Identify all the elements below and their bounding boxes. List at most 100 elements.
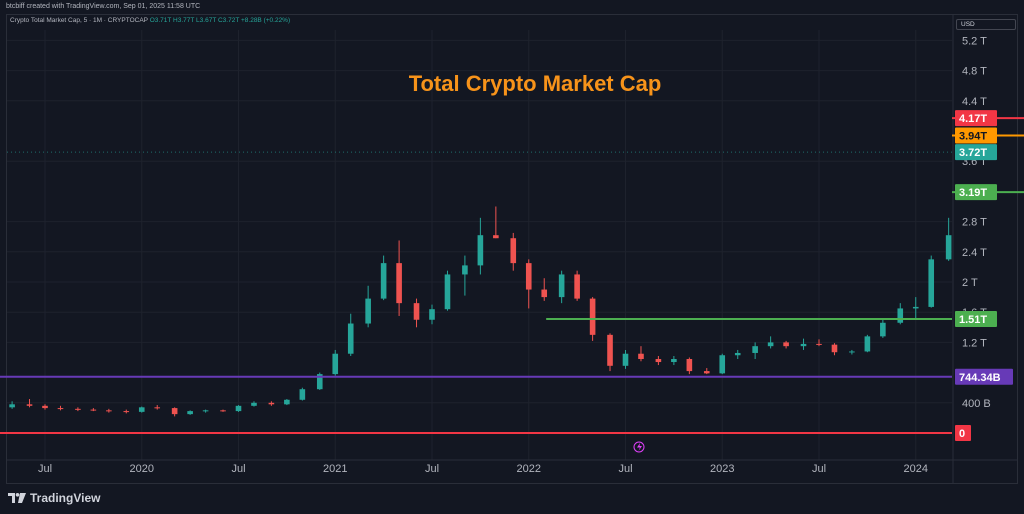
candle-body: [928, 259, 935, 307]
ohlc-values: O3.71T H3.77T L3.67T C3.72T +8.28B (+0.2…: [149, 17, 291, 24]
price-level-tag: [955, 110, 997, 127]
candle-body: [719, 355, 726, 374]
price-axis-tick-label: 1.2 T: [962, 337, 987, 349]
candle-body: [365, 298, 371, 324]
candle-body: [220, 410, 226, 412]
candle-body: [994, 243, 1000, 254]
candle-body: [525, 263, 532, 290]
time-axis-tick-label: Jul: [425, 463, 439, 475]
price-level-label: 3.19T: [959, 187, 987, 199]
price-axis-tick-label: 2.8 T: [962, 217, 987, 229]
price-axis-tick-label: 400 B: [962, 398, 991, 410]
candle-body: [541, 289, 548, 298]
time-axis-tick-label: 2022: [517, 463, 541, 475]
candle-body: [607, 334, 613, 366]
candle-body: [638, 353, 644, 360]
candle-body: [299, 389, 306, 400]
candle-body: [558, 274, 565, 298]
candle-body: [493, 235, 499, 239]
top-credit-bar: btcbiff created with TradingView.com, Se…: [0, 0, 1024, 14]
candle-body: [380, 263, 387, 299]
price-level-label: 3.72T: [959, 147, 987, 159]
candle-body: [202, 410, 209, 412]
credit-text: btcbiff created with TradingView.com, Se…: [6, 3, 201, 10]
candle-body: [154, 407, 161, 409]
candle-body: [90, 409, 97, 411]
candle-body: [106, 410, 112, 412]
candle-body: [622, 353, 629, 366]
tradingview-logo[interactable]: TradingView: [8, 490, 100, 506]
price-level-tag: [955, 144, 997, 161]
candle-body: [413, 303, 420, 320]
time-axis-tick-label: Jul: [38, 463, 52, 475]
price-axis-tick-label: 2.4 T: [962, 247, 987, 259]
candle-body: [347, 323, 354, 354]
candle-body: [57, 408, 64, 410]
price-axis-tick-label: 4.4 T: [962, 96, 987, 108]
candle-body: [26, 404, 33, 406]
candle-body: [9, 404, 15, 408]
price-level-label: 744.34B: [959, 372, 1001, 384]
candle-body: [734, 352, 741, 356]
price-level-label: 4.17T: [959, 113, 987, 125]
candle-body: [589, 298, 596, 335]
candle-body: [268, 402, 275, 405]
candle-body: [316, 374, 323, 390]
price-level-tag: [955, 368, 1013, 385]
candle-body: [429, 309, 435, 320]
candle-body: [686, 359, 693, 372]
chart-title: Total Crypto Market Cap: [409, 71, 662, 96]
time-axis-tick-label: 2021: [323, 463, 347, 475]
candle-body: [574, 274, 580, 299]
symbol-description: Crypto Total Market Cap, 5 · 1M · CRYPTO…: [10, 17, 148, 24]
candle-body: [767, 342, 774, 347]
candle-body: [171, 408, 178, 415]
currency-button[interactable]: USD: [956, 19, 1016, 30]
candle-body: [1010, 253, 1016, 274]
price-level-label: 3.94T: [959, 131, 987, 143]
lightning-icon: [637, 443, 642, 451]
tradingview-icon: [8, 493, 26, 503]
time-axis-tick-label: 2024: [904, 463, 928, 475]
candle-body: [187, 411, 193, 415]
candle-body: [235, 405, 242, 412]
candle-body: [703, 371, 710, 374]
candle-body: [123, 411, 130, 413]
candle-body: [75, 408, 81, 410]
candle-body: [945, 235, 952, 260]
candle-body: [752, 346, 758, 353]
time-axis-tick-label: 2023: [710, 463, 734, 475]
price-level-tag: [955, 127, 997, 144]
candle-body: [897, 308, 904, 323]
candle-body: [42, 405, 48, 409]
time-axis-tick-label: 2020: [130, 463, 154, 475]
candle-body: [655, 359, 662, 363]
candle-body: [864, 336, 871, 352]
candle-body: [477, 235, 484, 266]
time-axis-tick-label: Jul: [618, 463, 632, 475]
candle-body: [444, 274, 451, 310]
candle-body: [783, 342, 789, 347]
candle-body: [816, 343, 822, 345]
candle-series: [9, 206, 1016, 417]
candle-body: [332, 353, 339, 375]
price-level-tag: [955, 184, 997, 201]
candle-body: [284, 399, 290, 405]
symbol-legend[interactable]: Crypto Total Market Cap, 5 · 1M · CRYPTO…: [10, 17, 290, 24]
price-axis-tick-label: 4.8 T: [962, 66, 987, 78]
tradingview-brand-text: TradingView: [30, 491, 101, 505]
candle-body: [831, 344, 838, 353]
price-axis-tick-label: 2 T: [962, 277, 978, 289]
time-axis-tick-label: Jul: [812, 463, 826, 475]
event-marker-icon[interactable]: [633, 441, 645, 453]
candle-body: [800, 343, 807, 347]
price-level-tag: [955, 310, 997, 327]
candle-body: [510, 238, 517, 264]
bottom-bar: [0, 486, 1024, 514]
candle-body: [880, 322, 886, 337]
candle-body: [251, 402, 257, 406]
price-level-label: 1.51T: [959, 314, 987, 326]
time-axis-tick-label: Jul: [231, 463, 245, 475]
price-level-label: 0: [959, 428, 965, 440]
